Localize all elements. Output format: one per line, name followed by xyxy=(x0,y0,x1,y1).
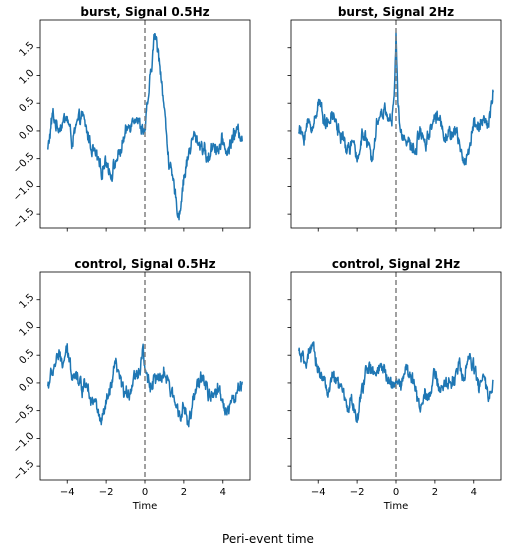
axes-frame xyxy=(290,19,502,229)
x-axis-label: Time xyxy=(383,501,408,512)
x-tick-label: −4 xyxy=(60,487,75,498)
x-tick-label: −2 xyxy=(99,487,114,498)
x-tick-label: −4 xyxy=(311,487,326,498)
x-tick-label: 4 xyxy=(220,487,226,498)
subplot-control-2hz: control, Signal 2Hz −4 −2 0 2 4 Time xyxy=(287,257,502,512)
subplot-title: control, Signal 2Hz xyxy=(332,257,460,271)
axes-frame xyxy=(290,271,502,481)
x-tick-label: 0 xyxy=(393,487,399,498)
axes-frame xyxy=(39,19,251,229)
x-tick-label: 0 xyxy=(142,487,148,498)
series-line xyxy=(47,32,243,221)
x-axis-label: Time xyxy=(132,501,157,512)
subplot-control-0-5hz: control, Signal 0.5Hz−1.5−1.0−0.50.00.51… xyxy=(12,257,251,512)
subplot-burst-2hz: burst, Signal 2Hz xyxy=(287,5,502,232)
figure-xlabel: Peri-event time xyxy=(222,532,314,546)
subplot-title: control, Signal 0.5Hz xyxy=(74,257,215,271)
x-tick-label: 2 xyxy=(181,487,187,498)
subplot-title: burst, Signal 0.5Hz xyxy=(80,5,209,19)
axes-frame xyxy=(39,271,251,481)
series-line xyxy=(298,32,494,166)
x-tick-label: −2 xyxy=(350,487,365,498)
x-tick-label: 2 xyxy=(432,487,438,498)
x-tick-label: 4 xyxy=(471,487,477,498)
subplot-title: burst, Signal 2Hz xyxy=(338,5,454,19)
